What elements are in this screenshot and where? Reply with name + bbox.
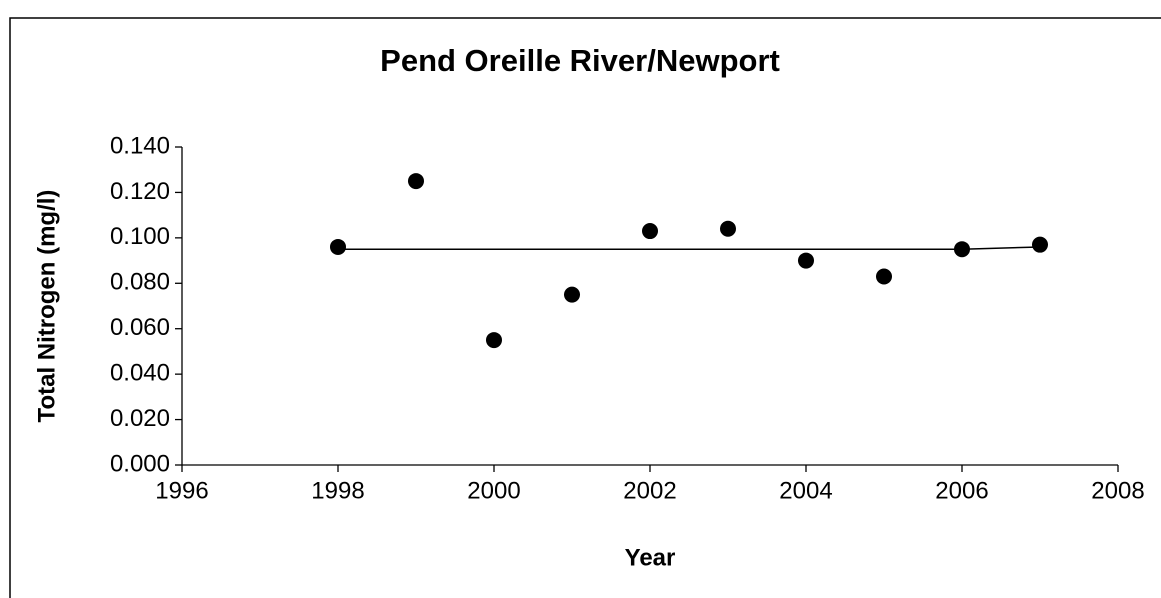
y-tick-label: 0.060 <box>110 314 170 341</box>
y-tick-label: 0.000 <box>110 450 170 477</box>
data-point <box>720 220 736 237</box>
data-point <box>1032 236 1048 253</box>
data-point <box>876 268 892 285</box>
data-point <box>642 223 658 240</box>
y-tick-label: 0.140 <box>110 132 170 159</box>
x-tick-label: 2008 <box>1091 477 1144 504</box>
x-tick-label: 2000 <box>467 477 520 504</box>
data-point <box>564 286 580 303</box>
trend-line <box>338 246 1041 250</box>
y-tick-label: 0.040 <box>110 359 170 386</box>
x-axis-label: Year <box>625 544 676 571</box>
x-tick-label: 2006 <box>935 477 988 504</box>
y-tick-label: 0.120 <box>110 178 170 205</box>
y-axis-label: Total Nitrogen (mg/l) <box>33 190 60 423</box>
y-tick-label: 0.020 <box>110 405 170 432</box>
data-point <box>486 332 502 349</box>
x-tick-label: 2004 <box>779 477 832 504</box>
y-tick-label: 0.080 <box>110 269 170 296</box>
x-tick-label: 1996 <box>155 477 208 504</box>
data-point <box>330 238 346 255</box>
chart-title: Pend Oreille River/Newport <box>380 43 780 78</box>
data-point <box>798 252 814 269</box>
y-tick-label: 0.100 <box>110 223 170 250</box>
x-tick-label: 2002 <box>623 477 676 504</box>
chart-border <box>9 17 1161 598</box>
x-tick-label: 1998 <box>311 477 364 504</box>
data-point <box>408 173 424 190</box>
